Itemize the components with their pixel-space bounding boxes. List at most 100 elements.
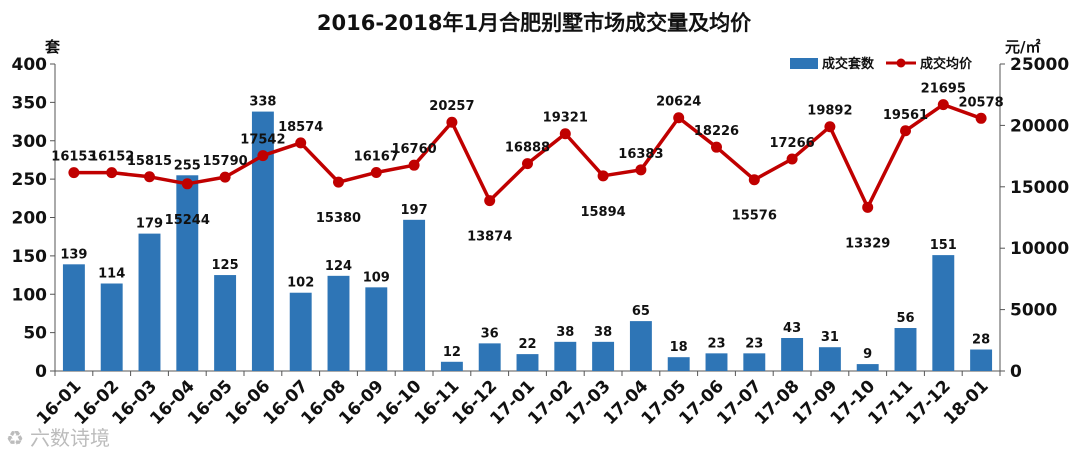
bar xyxy=(440,361,463,371)
bar xyxy=(629,321,652,371)
bar xyxy=(62,264,85,371)
bar xyxy=(818,347,841,371)
left-tick-label: 300 xyxy=(12,132,48,152)
bar xyxy=(894,328,917,371)
line-point xyxy=(975,112,987,124)
line-data-label: 15576 xyxy=(732,209,777,224)
bar xyxy=(176,175,199,371)
bar-data-label: 38 xyxy=(594,325,612,340)
line-data-label: 13329 xyxy=(845,236,890,251)
line-data-label: 20257 xyxy=(429,99,474,114)
bar-data-label: 124 xyxy=(325,259,352,274)
bar xyxy=(743,353,766,371)
watermark-text: 六数诗境 xyxy=(30,426,110,450)
bar-data-label: 125 xyxy=(212,258,239,273)
right-tick-label: 0 xyxy=(1010,362,1022,382)
legend-bar-swatch xyxy=(790,58,818,69)
bar xyxy=(327,275,350,371)
right-axis-unit: 元/㎡ xyxy=(1005,38,1040,56)
line-point xyxy=(862,201,874,213)
line-point xyxy=(68,167,80,179)
right-tick-label: 15000 xyxy=(1010,178,1069,198)
bar-data-label: 109 xyxy=(363,270,390,285)
line-point xyxy=(144,171,155,183)
bar xyxy=(289,292,312,371)
bar-data-label: 43 xyxy=(783,321,801,336)
line-data-label: 16167 xyxy=(354,149,399,164)
line-point xyxy=(597,170,609,182)
bar xyxy=(251,111,274,372)
x-tick-labels: 16-0116-0216-0316-0416-0516-0616-0716-08… xyxy=(33,376,993,429)
bar-data-label: 114 xyxy=(98,267,125,282)
line-data-label: 15790 xyxy=(202,154,247,169)
bar-data-label: 12 xyxy=(443,345,461,360)
line-point xyxy=(219,171,231,183)
line-point xyxy=(181,178,193,190)
bar-data-label: 36 xyxy=(481,326,499,341)
left-tick-label: 50 xyxy=(23,324,47,344)
line-point xyxy=(824,121,836,133)
bar xyxy=(100,283,123,371)
axes: 0 50 100 150 200 250 300 350 400 0 5000 10000 15000 2… xyxy=(12,55,1070,382)
line-point xyxy=(106,167,118,179)
bar-data-label: 179 xyxy=(136,217,163,232)
line-data-label: 16888 xyxy=(505,141,550,156)
line-data-label: 17266 xyxy=(769,136,814,151)
line-point xyxy=(333,176,344,188)
line-point xyxy=(786,153,798,165)
bar-data-label: 255 xyxy=(174,158,201,173)
bar-data-label: 23 xyxy=(745,336,763,351)
legend-line-label: 成交均价 xyxy=(920,56,973,72)
line-data-label: 19321 xyxy=(543,111,588,126)
line-data-label: 18226 xyxy=(694,124,739,139)
line-point xyxy=(484,195,496,207)
legend: 成交套数 成交均价 xyxy=(790,56,973,72)
left-tick-label: 100 xyxy=(12,285,48,305)
right-tick-label: 25000 xyxy=(1010,55,1069,75)
line-data-label: 19561 xyxy=(883,108,928,123)
chart-title: 2016-2018年1月合肥别墅市场成交量及均价 xyxy=(317,11,752,35)
bar-data-label: 18 xyxy=(670,340,688,355)
line-data-label: 20624 xyxy=(656,95,701,110)
line-data-label: 20578 xyxy=(958,95,1003,110)
bar-data-label: 22 xyxy=(518,337,536,352)
line-data-label: 15894 xyxy=(580,205,625,220)
bar-data-label: 28 xyxy=(972,333,990,348)
bar xyxy=(970,349,993,371)
bar-data-label: 9 xyxy=(863,347,872,362)
bar xyxy=(516,354,539,371)
bar-series xyxy=(62,111,993,372)
line-point xyxy=(900,125,911,137)
line-point xyxy=(446,116,458,128)
bar xyxy=(781,337,804,371)
bar-data-label: 56 xyxy=(896,311,914,326)
line-data-label: 13874 xyxy=(467,230,512,245)
bar xyxy=(138,233,161,371)
line-point xyxy=(559,128,571,140)
line-data-label: 17542 xyxy=(240,133,285,148)
bar xyxy=(705,353,728,371)
line-point xyxy=(711,141,722,153)
line-data-label: 16152 xyxy=(89,150,134,165)
line-data-label: 19892 xyxy=(807,104,852,119)
right-tick-label: 20000 xyxy=(1010,116,1069,136)
bar-data-label: 65 xyxy=(632,304,650,319)
line-point xyxy=(408,159,420,171)
bar xyxy=(554,341,577,371)
left-tick-label: 400 xyxy=(12,55,48,75)
left-tick-label: 250 xyxy=(12,170,48,190)
left-axis-unit: 套 xyxy=(44,38,61,56)
bar xyxy=(592,341,615,371)
bar xyxy=(403,219,426,371)
bar-data-label: 102 xyxy=(287,276,314,291)
legend-bar-label: 成交套数 xyxy=(822,56,875,72)
line-data-label: 16153 xyxy=(51,150,96,165)
right-tick-label: 5000 xyxy=(1010,301,1057,321)
left-tick-label: 0 xyxy=(35,362,47,382)
watermark: ♻ 六数诗境 xyxy=(6,426,110,450)
bar-data-label: 151 xyxy=(930,238,957,253)
bar xyxy=(365,287,388,371)
bar-data-label: 338 xyxy=(249,95,276,110)
line-point xyxy=(937,99,949,111)
